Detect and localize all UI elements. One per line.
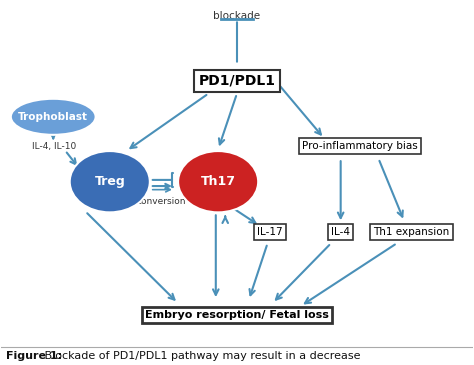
- Text: PD1/PDL1: PD1/PDL1: [199, 74, 275, 88]
- Text: Th17: Th17: [201, 175, 236, 188]
- Text: Blockade of PD1/PDL1 pathway may result in a decrease: Blockade of PD1/PDL1 pathway may result …: [41, 351, 361, 361]
- Text: IL-17: IL-17: [257, 227, 283, 237]
- Ellipse shape: [11, 99, 96, 135]
- Circle shape: [178, 151, 258, 212]
- Text: IL-4, IL-10: IL-4, IL-10: [32, 142, 76, 151]
- Text: conversion: conversion: [137, 197, 186, 206]
- Text: Pro-inflammatory bias: Pro-inflammatory bias: [301, 141, 418, 151]
- Circle shape: [70, 151, 150, 212]
- Text: IL-4: IL-4: [331, 227, 350, 237]
- Text: Trophoblast: Trophoblast: [18, 112, 88, 122]
- Text: Th1 expansion: Th1 expansion: [373, 227, 449, 237]
- Text: blockade: blockade: [213, 11, 261, 21]
- Text: Embryo resorption/ Fetal loss: Embryo resorption/ Fetal loss: [145, 310, 329, 320]
- Text: Treg: Treg: [94, 175, 125, 188]
- Text: Figure 1:: Figure 1:: [6, 351, 62, 361]
